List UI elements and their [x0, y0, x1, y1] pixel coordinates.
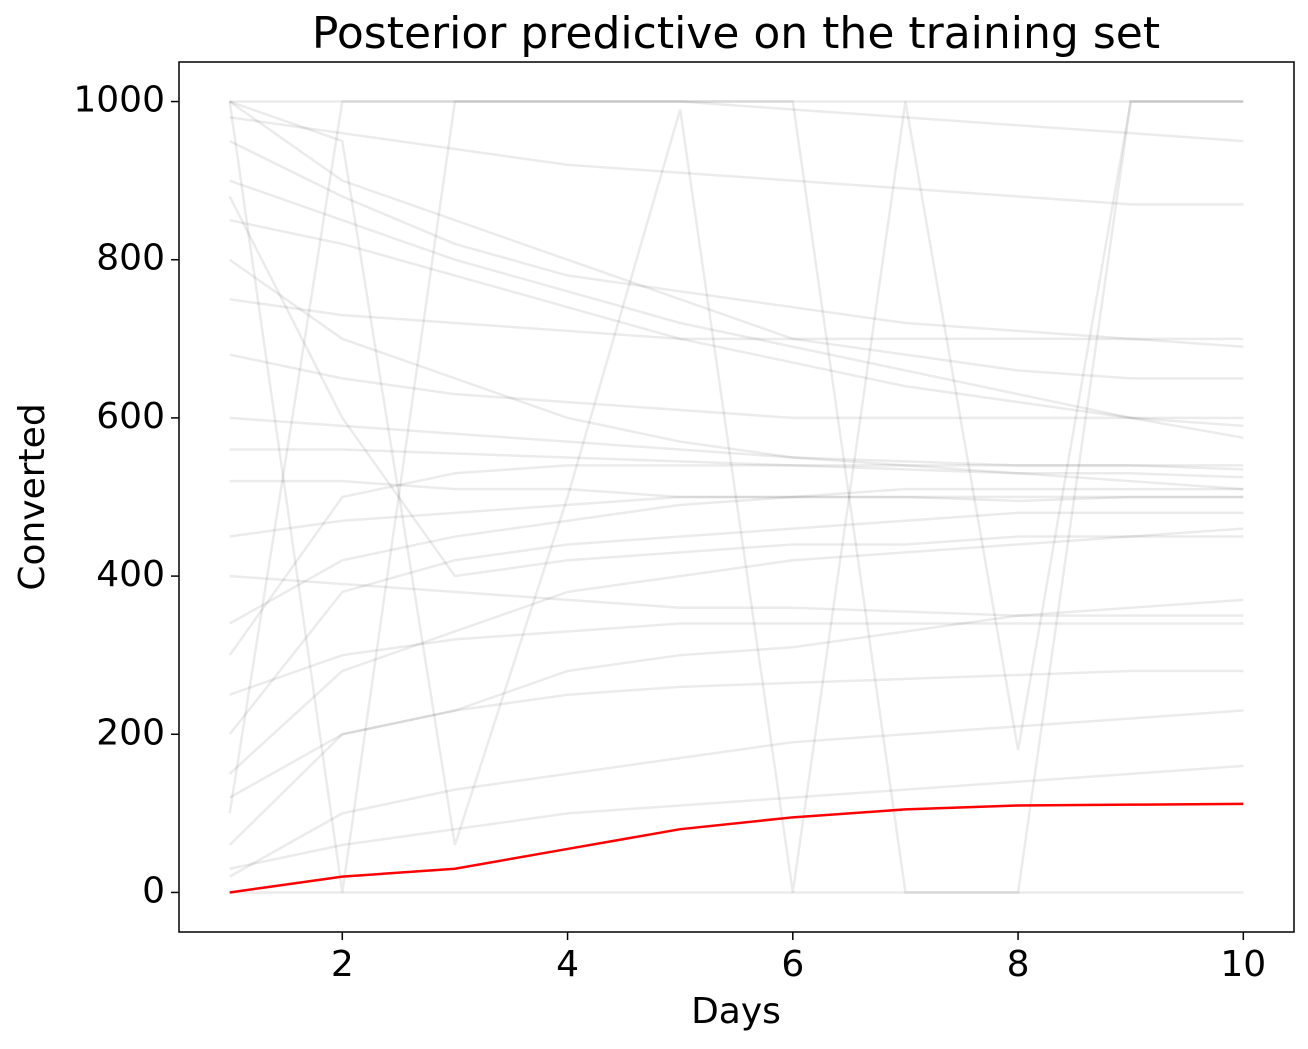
data-line [229, 495, 1244, 625]
data-line [229, 353, 1244, 420]
data-line [229, 448, 1244, 479]
y-tick-label: 600 [96, 396, 165, 437]
data-line [229, 669, 1244, 799]
x-tick-label: 4 [556, 944, 579, 985]
data-line [229, 298, 1244, 341]
data-line [228, 598, 1244, 846]
x-tick-label: 6 [781, 944, 804, 985]
plot-frame [178, 61, 1295, 933]
data-line [228, 527, 1244, 775]
data-line [228, 100, 1244, 380]
data-line [228, 100, 1244, 814]
x-tick-label: 2 [331, 944, 354, 985]
data-line [229, 802, 1244, 894]
data-line [229, 764, 1244, 870]
data-line [229, 479, 1244, 503]
data-line [229, 100, 1244, 893]
y-tick-label: 200 [96, 712, 165, 753]
data-line [229, 574, 1244, 617]
y-tick-label: 1000 [73, 80, 165, 121]
y-tick-label: 0 [142, 870, 165, 911]
data-line [229, 709, 1244, 878]
x-axis-label: Days [691, 991, 781, 1032]
data-line [228, 100, 1244, 894]
data-line [229, 416, 1244, 471]
data-line [229, 179, 1244, 439]
data-line [228, 258, 1244, 491]
data-line [228, 511, 1244, 736]
y-tick-label: 400 [96, 554, 165, 595]
chart-title: Posterior predictive on the training set [312, 8, 1160, 59]
x-tick-label: 8 [1007, 944, 1030, 985]
x-tick-label: 10 [1220, 944, 1266, 985]
y-tick-label: 800 [96, 238, 165, 279]
data-line [228, 464, 1244, 656]
data-line [229, 116, 1244, 206]
data-line [229, 622, 1244, 696]
data-line [229, 487, 1244, 538]
data-line [229, 139, 1244, 348]
data-line [229, 218, 1244, 428]
data-line [228, 195, 1244, 578]
y-axis-label: Converted [12, 403, 53, 590]
